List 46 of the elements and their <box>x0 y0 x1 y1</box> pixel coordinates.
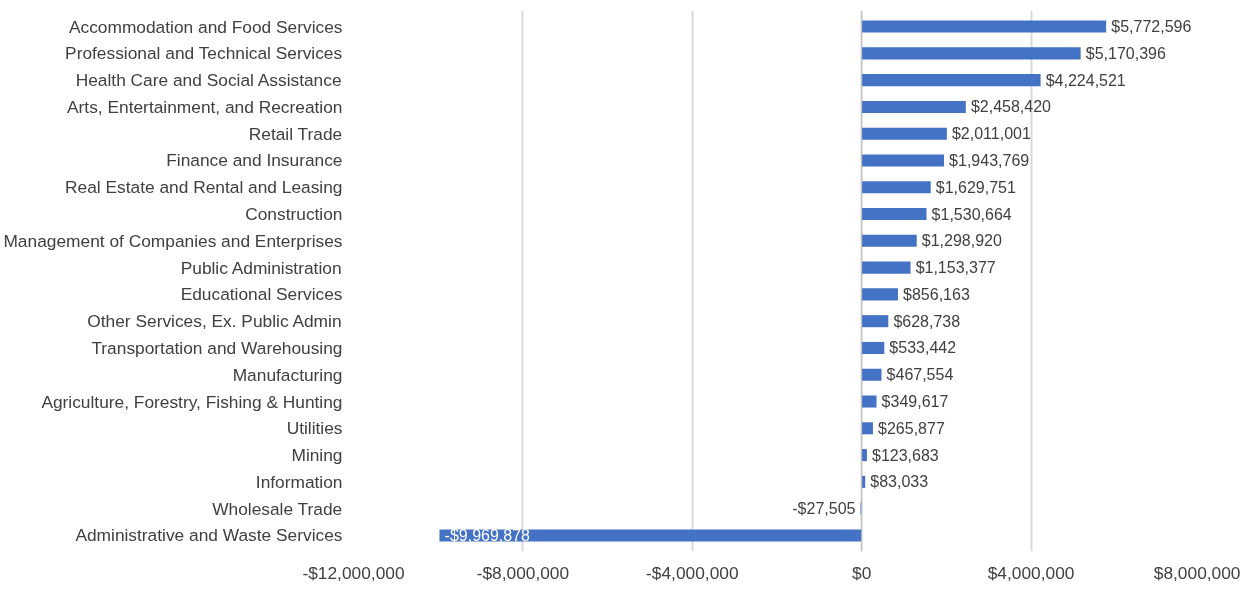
x-tick-label: $4,000,000 <box>987 562 1075 583</box>
y-tick-label: Construction <box>245 204 343 225</box>
y-tick-label: Accommodation and Food Services <box>68 16 343 37</box>
x-tick-label: $8,000,000 <box>1153 562 1241 583</box>
data-label: $533,442 <box>889 339 957 357</box>
y-tick-label: Educational Services <box>180 284 343 305</box>
data-label: $5,170,396 <box>1085 44 1166 62</box>
y-tick-label: Transportation and Warehousing <box>91 337 343 358</box>
data-label: $1,943,769 <box>949 151 1030 169</box>
y-tick-label: Retail Trade <box>248 123 343 144</box>
data-label: $1,153,377 <box>915 259 996 277</box>
data-label: $1,530,664 <box>931 205 1012 223</box>
data-label: $1,298,920 <box>921 232 1002 250</box>
y-tick-label: Agriculture, Forestry, Fishing & Hunting <box>41 391 343 412</box>
y-tick-label: Real Estate and Rental and Leasing <box>65 177 343 198</box>
data-label: $4,224,521 <box>1045 71 1126 89</box>
y-tick-label: Professional and Technical Services <box>65 43 343 64</box>
data-label: $5,772,596 <box>1111 18 1192 36</box>
data-label: $467,554 <box>886 366 954 384</box>
data-label: $2,458,420 <box>970 98 1052 116</box>
x-tick-label: -$4,000,000 <box>646 562 739 583</box>
data-label: -$27,505 <box>792 500 856 518</box>
y-tick-label: Arts, Entertainment, and Recreation <box>67 96 343 117</box>
y-tick-label: Mining <box>291 445 343 466</box>
y-tick-label: Management of Companies and Enterprises <box>3 230 343 251</box>
data-label: $2,011,001 <box>951 125 1031 143</box>
x-tick-label: -$12,000,000 <box>302 562 405 583</box>
y-tick-label: Wholesale Trade <box>212 498 343 519</box>
y-tick-label: Other Services, Ex. Public Admin <box>87 311 342 332</box>
y-tick-label: Administrative and Waste Services <box>75 525 343 546</box>
data-label: $856,163 <box>903 285 970 303</box>
y-tick-label: Finance and Insurance <box>166 150 343 171</box>
x-tick-label: $0 <box>852 562 872 583</box>
y-tick-label: Information <box>255 471 343 492</box>
y-tick-label: Public Administration <box>180 257 342 278</box>
y-tick-label: Health Care and Social Assistance <box>75 70 342 91</box>
data-label: $123,683 <box>872 446 939 464</box>
data-label: $628,738 <box>893 312 961 330</box>
x-tick-label: -$8,000,000 <box>476 562 570 583</box>
data-label: $1,629,751 <box>935 178 1016 196</box>
data-label: -$9,969,878 <box>444 526 531 544</box>
data-label: $83,033 <box>870 473 929 491</box>
data-label: $349,617 <box>881 393 949 411</box>
data-label: $265,877 <box>878 419 945 437</box>
y-tick-label: Utilities <box>286 418 343 439</box>
y-tick-label: Manufacturing <box>232 364 343 385</box>
